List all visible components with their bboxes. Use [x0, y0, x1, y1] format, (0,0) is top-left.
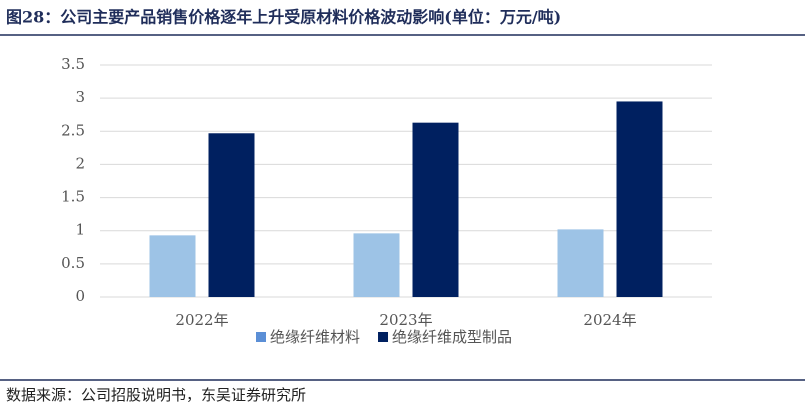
x-tick-label: 2024年 [583, 311, 636, 329]
y-tick-label: 0 [75, 287, 85, 305]
bar [208, 133, 255, 297]
y-tick-label: 1.5 [61, 188, 85, 206]
legend-label: 绝缘纤维材料 [270, 328, 360, 346]
legend-label: 绝缘纤维成型制品 [392, 328, 512, 346]
legend-swatch [378, 332, 389, 342]
bar [412, 122, 459, 297]
bar [557, 229, 604, 297]
bar [149, 235, 196, 297]
bar [616, 101, 663, 297]
source-note: 数据来源：公司招股说明书，东吴证券研究所 [6, 386, 306, 404]
y-tick-label: 0.5 [61, 254, 85, 272]
y-tick-label: 2.5 [61, 121, 85, 139]
x-tick-label: 2023年 [379, 311, 432, 329]
y-tick-label: 3 [75, 88, 85, 106]
x-tick-label: 2022年 [175, 311, 228, 329]
y-tick-label: 2 [75, 154, 85, 172]
legend-swatch [256, 332, 266, 342]
y-tick-label: 1 [75, 221, 85, 239]
chart-title: 图28：公司主要产品销售价格逐年上升受原材料价格波动影响(单位：万元/吨) [6, 8, 561, 27]
y-tick-label: 3.5 [61, 55, 85, 73]
bar [353, 233, 400, 297]
